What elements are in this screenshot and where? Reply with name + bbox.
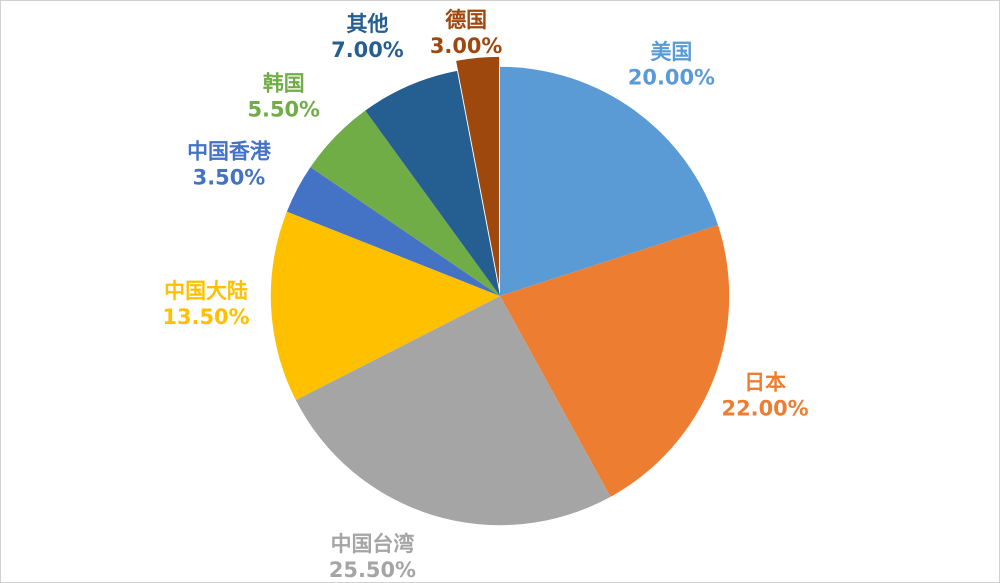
pie-slice-3: [270, 211, 500, 401]
pie-slice-1: [500, 225, 730, 497]
slice-label-percent: 3.00%: [430, 34, 503, 58]
slice-label-percent: 5.50%: [247, 98, 320, 122]
slice-label-1: 日本 22.00%: [722, 371, 809, 421]
slice-label-category: 韩国: [263, 72, 305, 96]
slice-label-category: 德国: [445, 8, 487, 32]
pie-slice-2: [295, 295, 611, 526]
slice-label-3: 中国大陆 13.50%: [162, 279, 249, 329]
slice-label-7: 德国 3.00%: [430, 8, 503, 58]
slice-label-percent: 20.00%: [628, 66, 715, 90]
slice-label-0: 美国 20.00%: [628, 40, 715, 90]
slice-label-category: 日本: [744, 371, 786, 395]
slice-label-category: 其他: [347, 12, 389, 36]
slice-label-percent: 3.50%: [193, 165, 266, 189]
slice-label-2: 中国台湾 25.50%: [329, 532, 416, 582]
slice-label-6: 其他 7.00%: [331, 12, 404, 62]
pie-slice-7: [456, 56, 500, 287]
slice-label-percent: 13.50%: [162, 305, 249, 329]
pie-slice-5: [310, 110, 500, 296]
slice-label-category: 美国: [651, 40, 693, 64]
pie-slice-6: [365, 70, 500, 296]
slice-label-percent: 25.50%: [329, 558, 416, 582]
slice-label-percent: 7.00%: [331, 38, 404, 62]
slice-label-category: 中国大陆: [164, 279, 248, 303]
pie-slice-4: [286, 167, 500, 296]
pie-slice-0: [500, 66, 718, 296]
slice-label-category: 中国香港: [187, 139, 272, 163]
slice-label-5: 韩国 5.50%: [247, 72, 320, 122]
slice-label-percent: 22.00%: [722, 397, 809, 421]
slice-label-category: 中国台湾: [331, 532, 415, 556]
slice-label-4: 中国香港 3.50%: [187, 139, 272, 189]
